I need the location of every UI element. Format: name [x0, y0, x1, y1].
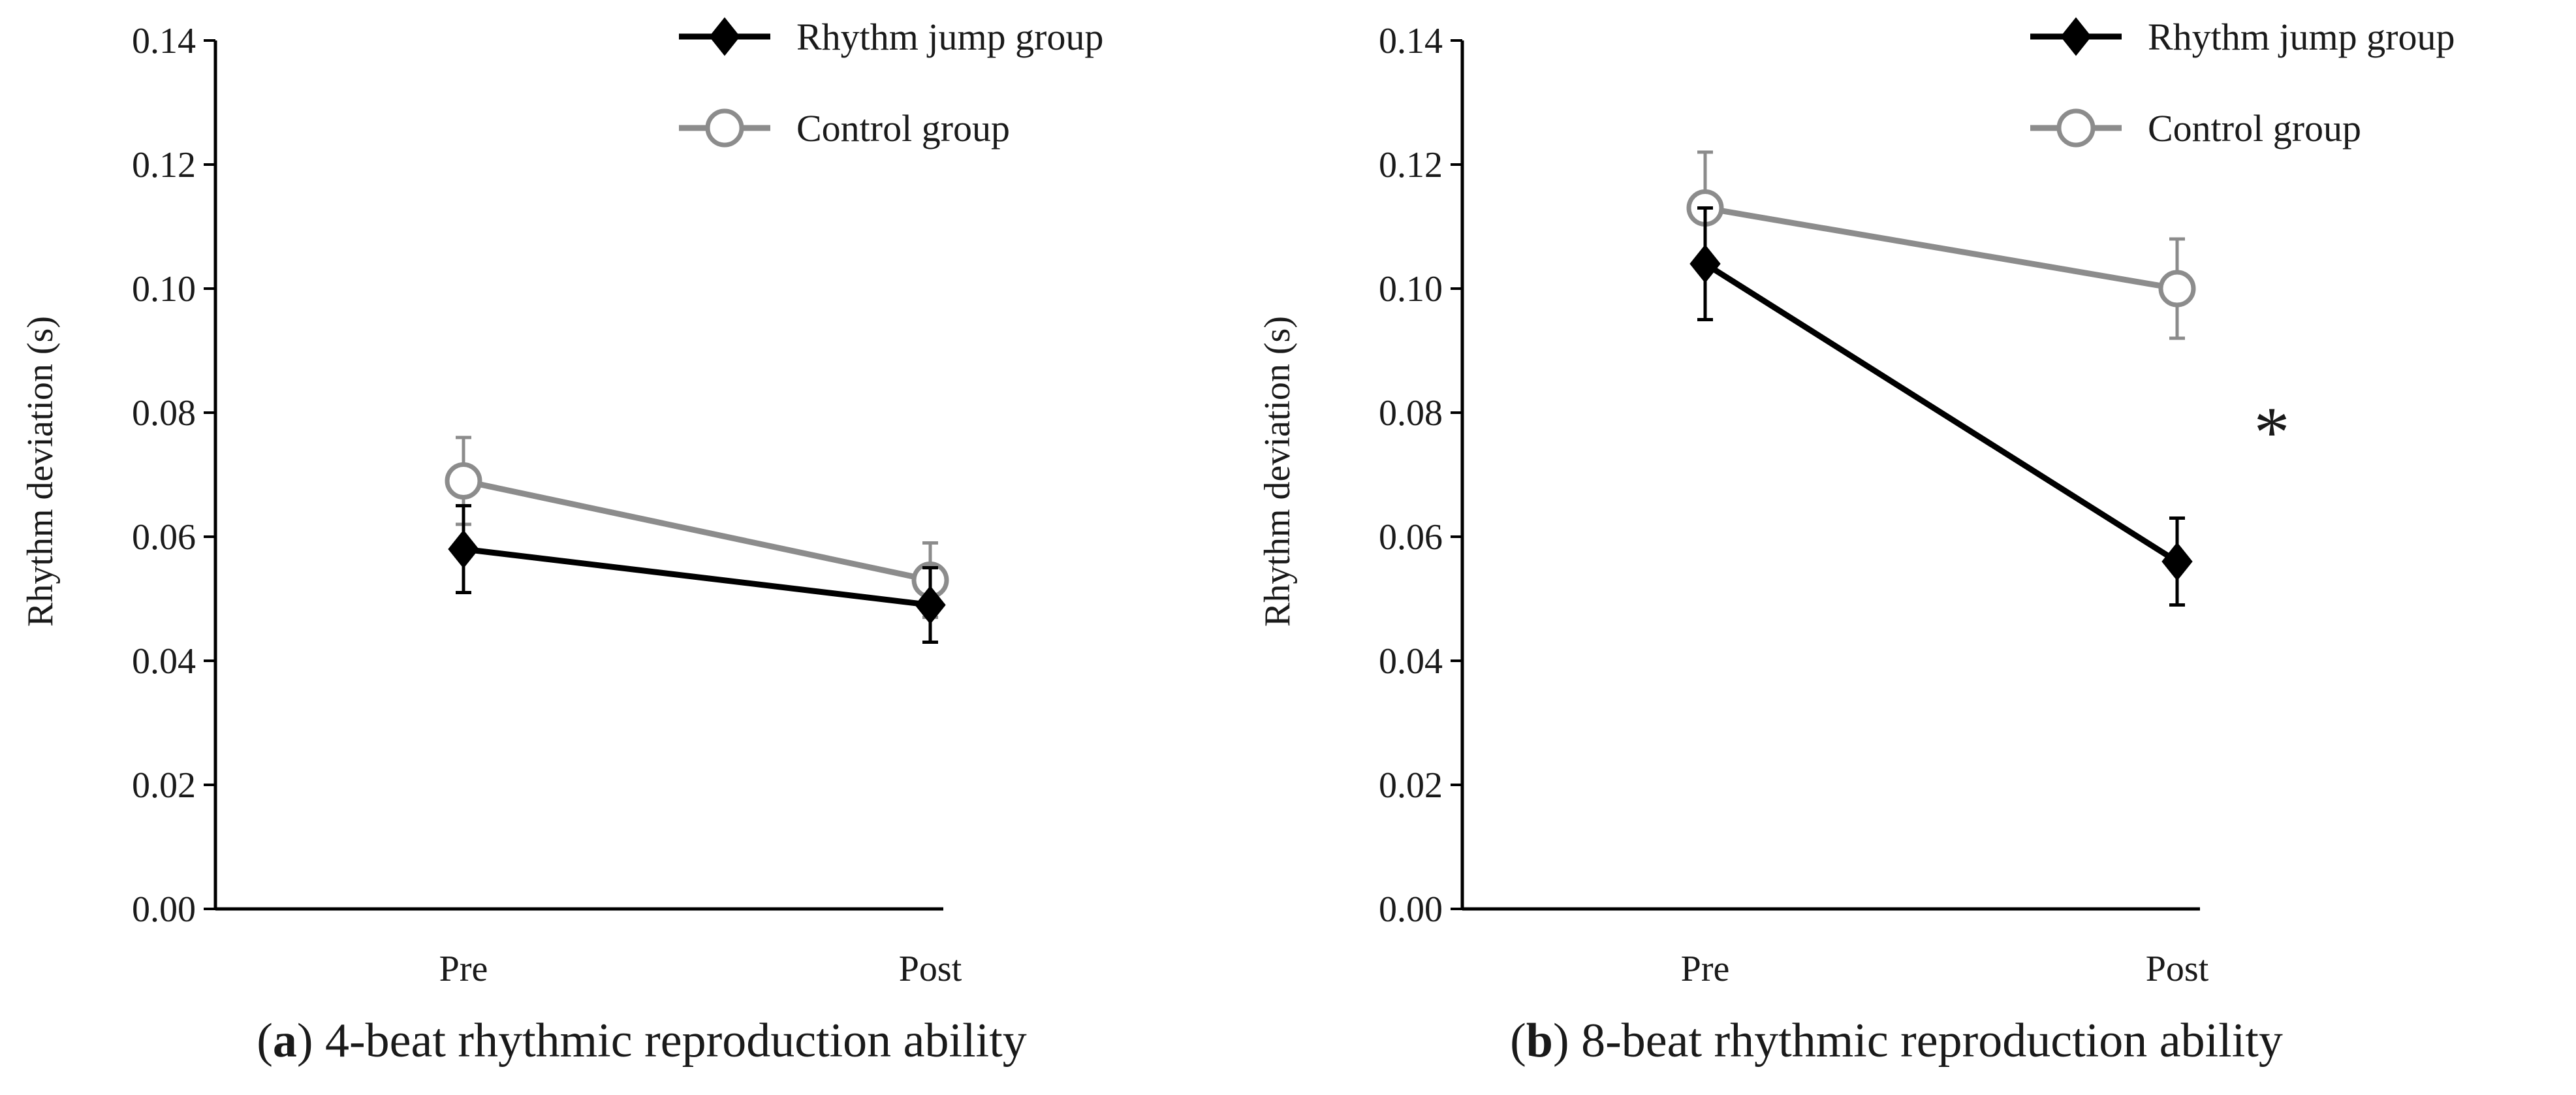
significance-marker: *: [2254, 392, 2290, 472]
y-tick-label: 0.00: [132, 889, 196, 930]
data-point-rhythm_jump: [448, 530, 479, 569]
caption-close-paren: ): [1553, 1014, 1569, 1068]
caption-letter: a: [273, 1014, 297, 1068]
y-axis-label: Rhythm deviation (s): [1257, 316, 1298, 627]
series-line: [1703, 261, 2179, 564]
y-tick-label: 0.08: [1379, 393, 1443, 434]
y-tick-label: 0.02: [1379, 765, 1443, 806]
x-tick-label: Pre: [439, 949, 488, 989]
legend-marker-control: [705, 108, 744, 148]
series-rhythm_jump: [1689, 206, 2193, 607]
panel-caption: (a) 4-beat rhythmic reproduction ability: [257, 1014, 1027, 1068]
y-tick-label: 0.06: [132, 517, 196, 558]
y-tick-label: 0.08: [132, 393, 196, 434]
series-rhythm_jump: [448, 504, 946, 644]
data-point-control: [2158, 270, 2196, 308]
caption-text: 4-beat rhythmic reproduction ability: [313, 1014, 1027, 1068]
legend-marker-control: [2056, 108, 2096, 148]
x-tick-label: Pre: [1681, 949, 1730, 989]
legend-label-rhythm_jump: Rhythm jump group: [796, 16, 1103, 58]
data-point-control: [445, 462, 482, 500]
y-tick-label: 0.10: [1379, 269, 1443, 309]
y-tick-label: 0.14: [132, 21, 196, 61]
x-tick-label: Post: [2146, 949, 2209, 989]
y-tick-label: 0.12: [132, 145, 196, 185]
data-point-rhythm_jump: [2161, 542, 2193, 581]
series-line: [1704, 205, 2178, 292]
y-tick-label: 0.10: [132, 269, 196, 309]
y-tick-label: 0.02: [132, 765, 196, 806]
y-tick-label: 0.04: [132, 641, 196, 682]
series-line: [463, 546, 931, 608]
legend-marker-rhythm_jump: [709, 17, 740, 56]
chart-panel-b: 0.00 0.02 0.04 0.06 0.08 0.10 0.12 0.14 Pre Post R…: [1257, 16, 2455, 1068]
legend-label-control: Control group: [796, 107, 1010, 150]
y-tick-label: 0.04: [1379, 641, 1443, 682]
data-point-rhythm_jump: [915, 585, 946, 625]
y-tick-label: 0.14: [1379, 21, 1443, 61]
caption-open-paren: (: [1510, 1014, 1526, 1068]
panel-caption: (b) 8-beat rhythmic reproduction ability: [1510, 1014, 2283, 1068]
x-tick-label: Post: [899, 949, 962, 989]
legend: Rhythm jump group Control group: [679, 16, 1103, 150]
series-control: [445, 436, 949, 619]
caption-letter: b: [1526, 1014, 1553, 1068]
series-control: [1686, 150, 2196, 340]
y-tick-label: 0.00: [1379, 889, 1443, 930]
y-tick-label: 0.12: [1379, 145, 1443, 185]
caption-text: 8-beat rhythmic reproduction ability: [1569, 1014, 2283, 1068]
data-point-rhythm_jump: [1689, 244, 1721, 283]
y-tick-label: 0.06: [1379, 517, 1443, 558]
caption-open-paren: (: [257, 1014, 273, 1068]
caption-close-paren: ): [297, 1014, 313, 1068]
legend: Rhythm jump group Control group: [2030, 16, 2455, 150]
series-line: [463, 478, 931, 583]
legend-marker-rhythm_jump: [2060, 17, 2092, 56]
legend-label-rhythm_jump: Rhythm jump group: [2148, 16, 2455, 58]
legend-label-control: Control group: [2148, 107, 2361, 150]
y-axis-label: Rhythm deviation (s): [20, 316, 61, 627]
chart-panel-a: 0.00 0.02 0.04 0.06 0.08 0.10 0.12 0.14 Pre Post R…: [20, 16, 1103, 1068]
